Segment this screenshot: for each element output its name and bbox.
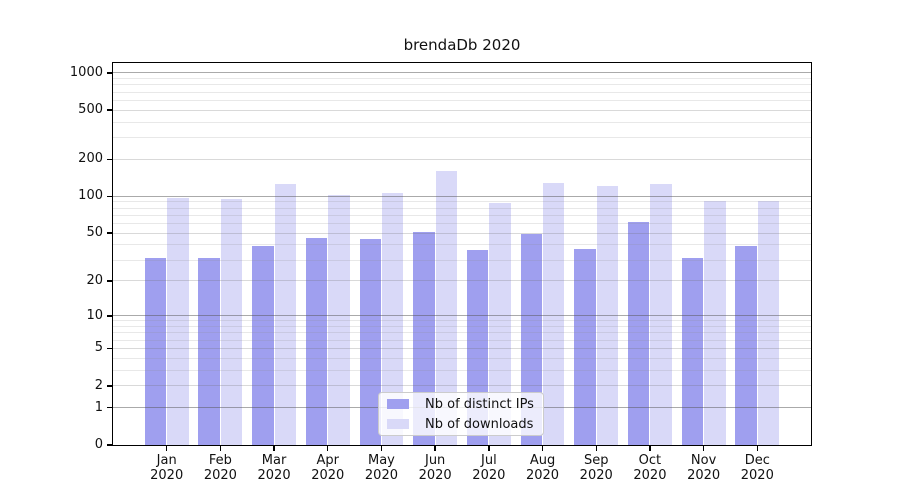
bar-distinct-ips [735, 246, 757, 445]
y-tick-mark [107, 280, 113, 282]
x-tick-mark [595, 445, 597, 451]
y-tick-mark [107, 195, 113, 198]
gridline-500 [113, 109, 811, 111]
bar-downloads [489, 203, 511, 445]
bar-downloads [650, 183, 672, 445]
y-tick-mark [107, 315, 113, 317]
x-tick-mark [434, 445, 436, 451]
chart-title: brendaDb 2020 [403, 36, 521, 54]
bar-distinct-ips [359, 238, 381, 445]
y-tick-label: 20 [86, 272, 103, 288]
x-tick-label: Jun 2020 [418, 453, 452, 483]
x-tick-label: Nov 2020 [687, 453, 721, 483]
bar-distinct-ips [413, 232, 435, 445]
y-tick-label: 0 [94, 437, 103, 452]
x-tick-label: Sep 2020 [579, 453, 613, 483]
y-tick-mark [107, 158, 113, 160]
y-tick-label: 200 [78, 151, 103, 167]
x-tick-label: Jan 2020 [150, 453, 184, 483]
x-tick-mark [488, 445, 490, 451]
gridline-100 [113, 195, 811, 197]
legend: Nb of distinct IPs Nb of downloads [378, 392, 544, 436]
x-tick-label: Jul 2020 [472, 453, 506, 483]
x-tick-mark [756, 445, 758, 451]
y-tick-label: 2 [94, 377, 103, 393]
y-tick-label: 10 [86, 307, 103, 323]
x-tick-mark [273, 445, 275, 451]
legend-label-distinct-ips: Nb of distinct IPs [425, 396, 534, 412]
x-tick-label: Apr 2020 [311, 453, 345, 483]
gridline-600 [113, 99, 811, 101]
gridline-300 [113, 137, 811, 139]
x-tick-label: Dec 2020 [740, 453, 774, 483]
y-tick-mark [107, 109, 113, 111]
y-tick-mark [107, 232, 113, 234]
legend-entry-distinct-ips: Nb of distinct IPs [379, 396, 543, 412]
y-tick-label: 50 [86, 225, 103, 241]
y-tick-label: 5 [94, 340, 103, 356]
y-tick-mark [107, 385, 113, 387]
x-tick-label: May 2020 [364, 453, 398, 483]
bar-downloads [543, 182, 565, 445]
gridline-900 [113, 77, 811, 79]
bar-downloads [704, 200, 726, 445]
x-tick-label: Feb 2020 [203, 453, 237, 483]
bar-distinct-ips [628, 221, 650, 445]
y-tick-mark [107, 72, 113, 74]
legend-entry-downloads: Nb of downloads [379, 416, 543, 432]
gridline-800 [113, 84, 811, 86]
legend-swatch-downloads [387, 419, 409, 429]
bar-downloads [328, 194, 350, 445]
x-tick-label: Aug 2020 [525, 453, 560, 483]
bar-downloads [274, 184, 296, 445]
x-tick-mark [702, 445, 705, 451]
plot-area: Nb of distinct IPs Nb of downloads 0 1 2 5 1… [70, 62, 812, 483]
x-tick-mark [541, 445, 544, 451]
x-tick-mark [165, 445, 168, 451]
bar-distinct-ips [144, 258, 167, 445]
x-tick-mark [649, 445, 651, 451]
gridline-200 [113, 158, 811, 160]
bar-distinct-ips [681, 258, 704, 445]
bar-downloads [757, 201, 780, 445]
y-tick-mark [107, 444, 113, 446]
bar-distinct-ips [252, 246, 274, 445]
x-tick-label: Mar 2020 [257, 453, 291, 483]
bar-distinct-ips [198, 258, 220, 445]
y-tick-label: 1000 [69, 64, 103, 80]
bar-downloads [596, 185, 619, 445]
x-tick-mark [327, 445, 329, 451]
y-tick-label: 500 [78, 102, 103, 118]
y-tick-label: 1 [94, 399, 103, 415]
bar-distinct-ips [305, 237, 328, 445]
gridline-400 [113, 121, 811, 123]
bar-downloads [167, 198, 189, 445]
bar-downloads [381, 193, 404, 445]
y-tick-mark [107, 347, 113, 350]
x-tick-mark [219, 445, 222, 451]
gridline-1000 [113, 72, 811, 74]
gridline-700 [113, 91, 811, 93]
bar-downloads [435, 171, 458, 445]
legend-label-downloads: Nb of downloads [425, 416, 534, 432]
legend-swatch-distinct-ips [387, 399, 409, 409]
y-tick-label: 100 [78, 188, 103, 204]
y-tick-mark [107, 406, 113, 409]
bar-distinct-ips [574, 249, 596, 445]
x-tick-mark [380, 445, 383, 451]
x-tick-label: Oct 2020 [633, 453, 667, 483]
bar-downloads [220, 199, 243, 445]
